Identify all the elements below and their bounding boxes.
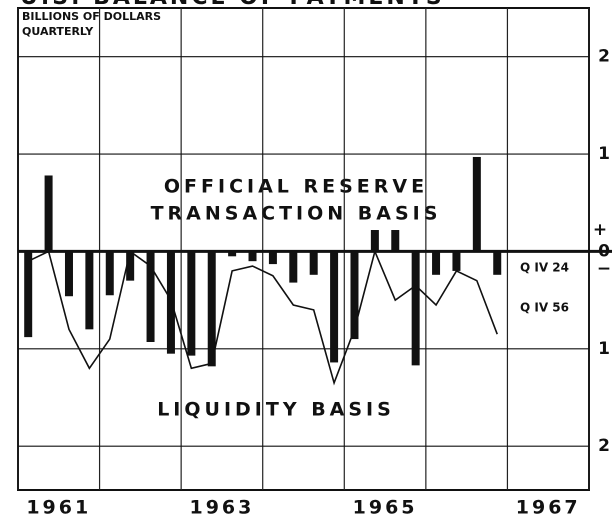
- bar: [493, 251, 502, 275]
- sign: −: [597, 259, 611, 279]
- annotation: TRANSACTION BASIS: [151, 203, 442, 225]
- bar: [24, 251, 33, 338]
- y-tick-label: 2: [598, 436, 610, 456]
- x-tick-label: 1963: [189, 497, 254, 519]
- bar: [472, 156, 481, 252]
- annotation: OFFICIAL RESERVE: [164, 176, 428, 198]
- bar: [126, 251, 135, 281]
- bar: [391, 230, 400, 252]
- annotation: LIQUIDITY BASIS: [157, 399, 395, 421]
- y-tick-label: 0: [598, 241, 610, 261]
- bar: [330, 251, 339, 363]
- unit-label: QUARTERLY: [22, 25, 94, 38]
- y-tick-label: 1: [598, 339, 610, 359]
- x-tick-label: 1961: [26, 497, 91, 519]
- bar: [268, 251, 277, 265]
- bar: [370, 230, 379, 252]
- chart-title: U.S. BALANCE OF PAYMENTS: [20, 0, 445, 10]
- bar: [350, 251, 359, 340]
- end-note: Q IV 56: [520, 301, 569, 315]
- x-tick-label: 1965: [353, 497, 418, 519]
- bar: [44, 175, 53, 252]
- bar: [146, 251, 155, 342]
- bar: [228, 251, 237, 257]
- bar: [207, 251, 216, 367]
- y-tick-label: 1: [598, 144, 610, 164]
- bar: [411, 251, 420, 366]
- bar: [309, 251, 318, 275]
- end-note: Q IV 24: [520, 261, 569, 275]
- sign: +: [593, 220, 607, 240]
- bar: [289, 251, 298, 283]
- bar: [64, 251, 73, 297]
- bar: [248, 251, 257, 262]
- bar: [432, 251, 441, 275]
- bar: [452, 251, 461, 271]
- bar: [85, 251, 94, 330]
- bar: [105, 251, 114, 296]
- unit-label: BILLIONS OF DOLLARS: [22, 10, 161, 23]
- bar: [187, 251, 196, 356]
- y-tick-label: 2: [598, 47, 610, 67]
- x-tick-label: 1967: [516, 497, 581, 519]
- line: [27, 248, 498, 386]
